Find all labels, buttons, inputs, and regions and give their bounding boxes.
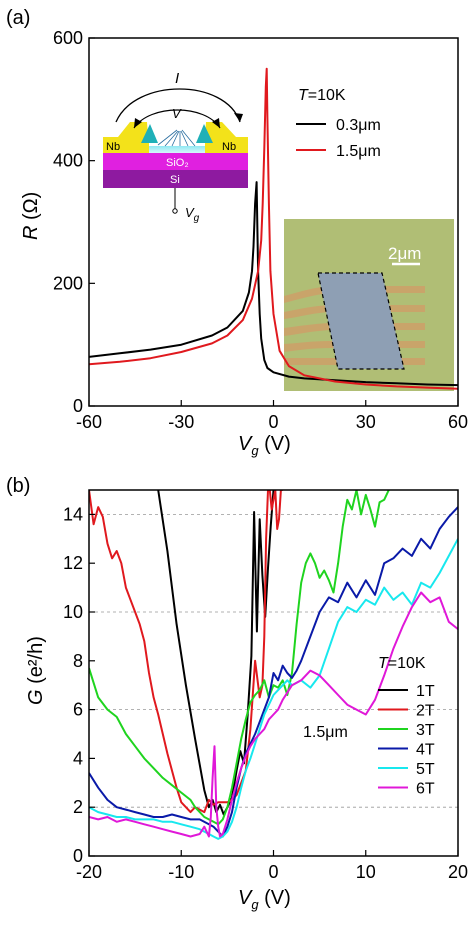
panel-a-series (89, 67, 458, 390)
substrate-layer (103, 170, 248, 188)
panel-b-ytick-label-1: 2 (73, 797, 83, 817)
panel-a-xtick-label-2: 0 (268, 412, 278, 432)
panel-a-series-1 (89, 67, 458, 390)
panel-b: (b) -20 -10 0 10 20 0 2 4 6 8 10 12 14 T=10K 1T 2T 3T 4… (6, 475, 468, 912)
panel-b-series-3 (89, 506, 458, 838)
label-substrate: Si (170, 174, 180, 186)
right-electrode-cap (205, 122, 236, 137)
left-contact-tip (141, 124, 158, 143)
micrograph-graphene-region (317, 272, 405, 370)
label-left-electrode: Nb (106, 141, 120, 153)
inset-micrograph: 2μm (284, 219, 454, 391)
left-electrode-body (103, 137, 149, 153)
panel-a-ytick-label-0: 0 (73, 396, 83, 416)
current-arrowhead (234, 113, 243, 122)
legend-b-label-3: 4T (416, 742, 435, 759)
panel-b-ytick-label-2: 4 (73, 748, 83, 768)
legend-b-label-1: 2T (416, 703, 435, 720)
right-electrode-body (205, 137, 248, 153)
panel-a-ylabel: R (Ω) (20, 192, 42, 240)
panel-a-label: (a) (6, 7, 30, 29)
panel-b-series (89, 490, 458, 840)
channel-layer (148, 146, 206, 153)
oxide-layer (103, 153, 248, 170)
legend-b-label-4: 5T (416, 761, 435, 778)
legend-b-label-5: 6T (416, 781, 435, 798)
label-voltage: V (172, 106, 182, 121)
panel-b-ytick-label-0: 0 (73, 846, 83, 866)
panel-a: (a) 2μm (6, 7, 468, 458)
legend-b-label-0: 1T (416, 683, 435, 700)
panel-a-ytick-label-2: 400 (53, 151, 83, 171)
panel-b-series-4 (89, 538, 458, 840)
panel-b-xtick-label-1: -10 (168, 862, 194, 882)
panel-b-ytick-label-3: 6 (73, 700, 83, 720)
left-electrode-cap (118, 122, 148, 137)
panel-a-xtick-label-3: 30 (356, 412, 376, 432)
panel-b-xlabel: Vg (V) (238, 887, 291, 912)
panel-b-xtick-label-0: -20 (76, 862, 102, 882)
panel-a-legend: T=10K 0.3μm 1.5μm (296, 87, 381, 160)
right-contact-tip (196, 124, 213, 143)
panel-b-xtick-label-4: 20 (448, 862, 468, 882)
legend-a-title: T=10K (298, 87, 346, 104)
panel-b-series-0 (157, 490, 275, 816)
label-current: I (175, 70, 179, 87)
legend-b-label-2: 3T (416, 722, 435, 739)
panel-b-legend: T=10K 1T 2T 3T 4T 5T 6T (378, 655, 435, 798)
voltage-arrowhead-right (212, 118, 220, 128)
panel-a-ytick-label-1: 200 (53, 273, 83, 293)
panel-b-series-5 (89, 591, 458, 838)
panel-b-ytick-label-5: 10 (63, 602, 83, 622)
voltage-arrowhead-left (134, 118, 142, 128)
current-arc (115, 88, 241, 123)
panel-a-ytick-label-3: 600 (53, 28, 83, 48)
label-right-electrode: Nb (222, 141, 236, 153)
inset-device-schematic: I V Nb Nb SiO₂ Si Vg (103, 70, 248, 224)
panel-b-xtick-label-3: 10 (356, 862, 376, 882)
panel-a-xtick-label-1: -30 (168, 412, 194, 432)
panel-b-ytick-label-4: 8 (73, 651, 83, 671)
label-oxide: SiO₂ (166, 157, 189, 169)
legend-b-title: T=10K (378, 655, 426, 672)
panel-a-xlabel: Vg (V) (238, 433, 291, 458)
panel-b-ytick-label-7: 14 (63, 504, 83, 524)
panel-b-series-1 (89, 490, 283, 814)
field-lines (157, 129, 196, 147)
panel-b-ticks: -20 -10 0 10 20 0 2 4 6 8 10 12 14 (63, 504, 468, 882)
panel-b-label: (b) (6, 475, 30, 497)
label-gate: Vg (185, 205, 200, 224)
legend-a-label-0: 0.3μm (336, 117, 381, 134)
gate-terminal (172, 208, 178, 214)
panel-a-xtick-label-4: 60 (448, 412, 468, 432)
panel-b-ylabel: G (e²/h) (25, 636, 47, 705)
panel-b-annotation: 1.5μm (303, 724, 348, 741)
panel-b-xtick-label-2: 0 (268, 862, 278, 882)
legend-a-label-1: 1.5μm (336, 143, 381, 160)
panel-b-ytick-label-6: 12 (63, 553, 83, 573)
panel-b-series-2 (89, 490, 390, 826)
panel-a-xtick-label-0: -60 (76, 412, 102, 432)
scale-bar-label: 2μm (388, 244, 421, 263)
